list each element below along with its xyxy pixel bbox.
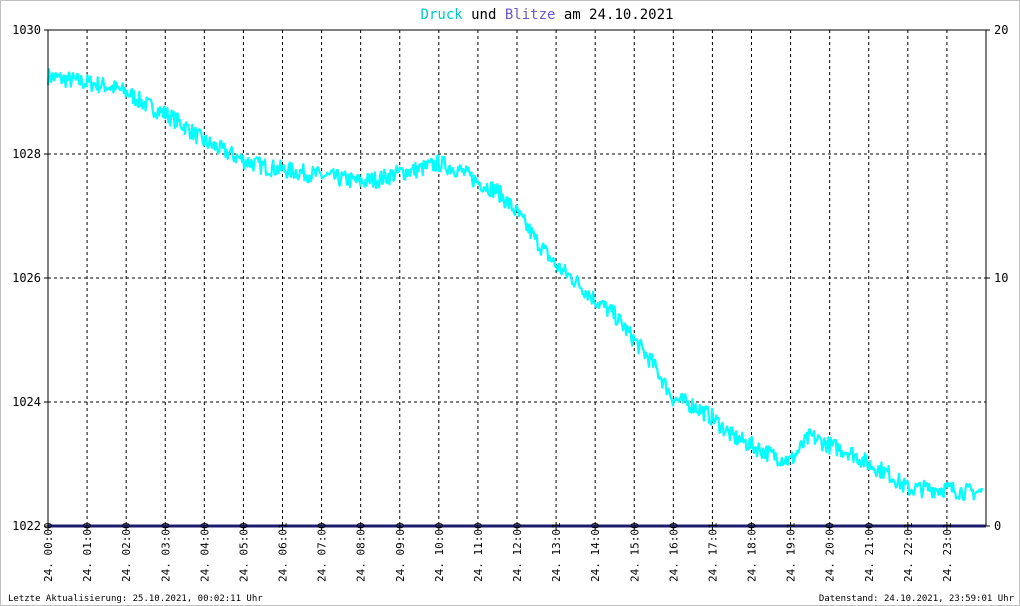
x-tick-label: 24. 13:01 — [550, 522, 563, 582]
x-tick-label: 24. 23:01 — [941, 522, 954, 582]
y-left-tick-label: 1022 — [12, 519, 41, 533]
y-left-tick-label: 1028 — [12, 147, 41, 161]
chart-title: Druck und Blitze am 24.10.2021 — [421, 7, 674, 23]
x-tick-label: 24. 14:00 — [589, 522, 602, 582]
x-tick-label: 24. 17:01 — [706, 522, 719, 582]
footer-last-update: Letzte Aktualisierung: 25.10.2021, 00:02… — [8, 594, 263, 604]
axes — [44, 29, 990, 530]
x-tick-label: 24. 12:00 — [511, 522, 524, 582]
x-tick-label: 24. 16:00 — [667, 522, 680, 582]
x-tick-label: 24. 02:00 — [120, 522, 133, 582]
footer-data-state: Datenstand: 24.10.2021, 23:59:01 Uhr — [819, 594, 1015, 604]
y-left-tick-label: 1024 — [12, 395, 41, 409]
y-right-tick-label: 10 — [994, 271, 1008, 285]
y-left-tick-label: 1030 — [12, 23, 41, 37]
x-tick-label: 24. 18:00 — [746, 522, 759, 582]
title-part-2: Blitze — [505, 7, 556, 23]
x-tick-label: 24. 00:00 — [42, 522, 55, 582]
x-tick-label: 24. 15:00 — [628, 522, 641, 582]
x-tick-label: 24. 06:01 — [277, 522, 290, 582]
x-tick-label: 24. 03:00 — [159, 522, 172, 582]
x-tick-label: 24. 20:00 — [824, 522, 837, 582]
y-right-tick-label: 0 — [994, 519, 1001, 533]
x-tick-label: 24. 22:01 — [902, 522, 915, 582]
x-tick-label: 24. 19:01 — [785, 522, 798, 582]
title-part-3: am 24.10.2021 — [555, 7, 673, 23]
x-tick-label: 24. 08:00 — [355, 522, 368, 582]
x-tick-label: 24. 11:00 — [472, 522, 485, 582]
title-part-0: Druck — [421, 7, 464, 23]
title-part-1: und — [463, 7, 505, 23]
x-tick-label: 24. 04:00 — [198, 522, 211, 582]
x-tick-label: 24. 05:00 — [237, 522, 250, 582]
x-tick-label: 24. 21:00 — [863, 522, 876, 582]
x-tick-label: 24. 10:00 — [433, 522, 446, 582]
y-right-tick-label: 20 — [994, 23, 1008, 37]
y-left-tick-label: 1026 — [12, 271, 41, 285]
x-tick-label: 24. 01:00 — [81, 522, 94, 582]
tick-labels: 1022 1024 1026 1028 1030 0 10 20 24. 00:00 24. 01… — [12, 23, 1008, 582]
x-tick-label: 24. 07:00 — [316, 522, 329, 582]
series-line-druck — [46, 68, 984, 502]
x-tick-label: 24. 09:00 — [394, 522, 407, 582]
grid — [48, 29, 986, 526]
